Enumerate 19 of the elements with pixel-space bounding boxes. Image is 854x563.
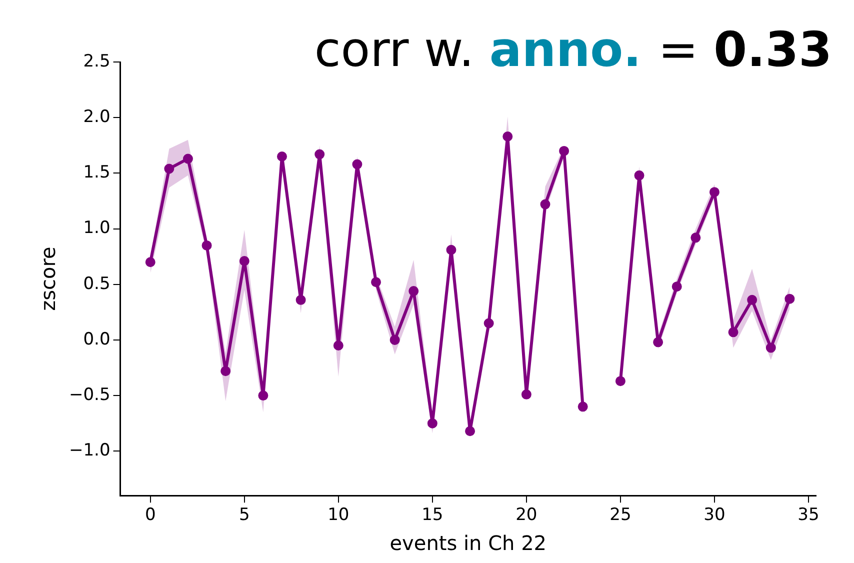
y-tick-label: −1.0	[69, 440, 110, 461]
x-tick-label: 25	[610, 505, 632, 526]
x-tick-label: 10	[328, 505, 350, 526]
x-tick-label: 5	[238, 505, 250, 526]
x-tick-label: 15	[422, 505, 444, 526]
y-tick-label: 1.5	[83, 162, 110, 183]
y-tick-label: 0.0	[83, 329, 110, 350]
y-tick-label: −0.5	[69, 384, 110, 405]
x-tick-label: 30	[704, 505, 726, 526]
y-tick-label: 2.0	[83, 107, 110, 128]
x-tick-label: 20	[516, 505, 538, 526]
x-tick-label: 0	[144, 505, 156, 526]
y-axis-title: zscore	[36, 246, 60, 311]
chart-title: corr w. anno. = 0.33	[314, 22, 832, 78]
y-tick-label: 0.5	[83, 274, 110, 294]
x-axis-title: events in Ch 22	[390, 531, 547, 556]
y-tick-label: 1.0	[83, 218, 110, 238]
x-tick-label: 35	[798, 505, 820, 526]
y-tick-label: 2.5	[83, 51, 110, 72]
